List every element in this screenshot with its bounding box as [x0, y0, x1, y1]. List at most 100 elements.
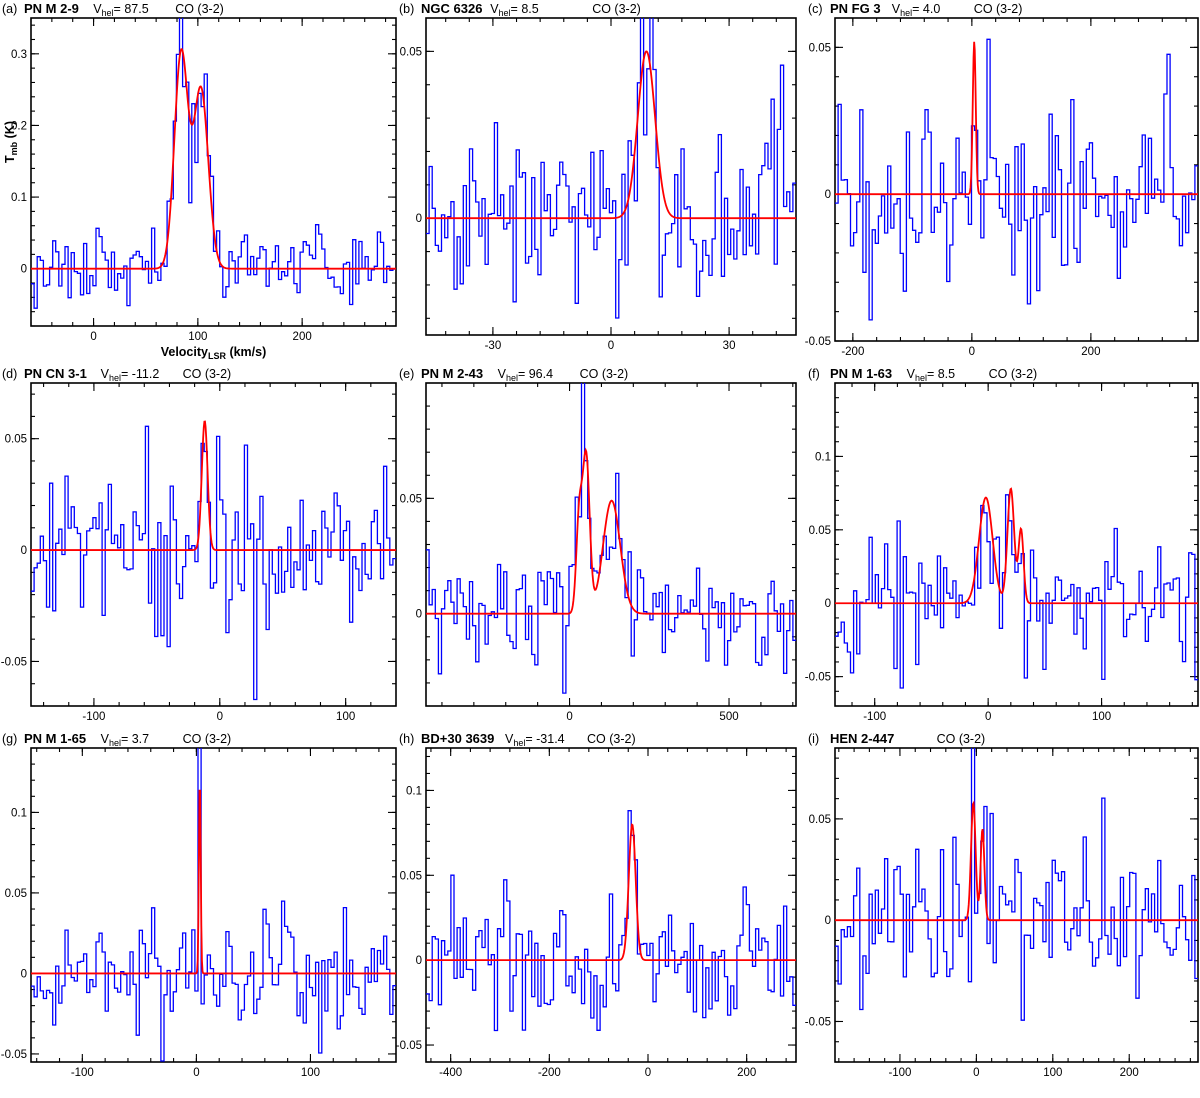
source-name: NGC 6326: [421, 1, 482, 16]
y-tick-label: 0.05: [809, 525, 831, 537]
x-tick-label: 200: [1081, 346, 1100, 358]
x-tick-label: -100: [82, 711, 105, 723]
fit-series: [426, 50, 796, 220]
x-tick-label: 0: [608, 340, 614, 352]
y-tick-label: 0.05: [809, 42, 831, 54]
fit-series: [31, 420, 396, 551]
source-name: PN M 2-9: [24, 1, 79, 16]
vhel-value: Vhel= 3.7: [101, 732, 150, 748]
transition-label: CO (3-2): [592, 2, 641, 16]
vhel-value: Vhel= -11.2: [101, 367, 160, 383]
plot-frame: [834, 747, 1199, 1063]
plot-frame: [834, 382, 1199, 707]
panel-b: (b) NGC 6326 Vhel= 8.5 CO (3-2) -30 0 30 0 0.05: [399, 1, 797, 352]
x-tick-label: 0: [985, 711, 991, 723]
y-tick-label: 0: [416, 213, 422, 225]
spectrum-series: [835, 748, 1198, 1021]
spectrum-series: [835, 494, 1198, 689]
y-tick-label: 0.2: [11, 120, 27, 132]
plot-frame: [425, 747, 797, 1063]
panel-label: (b): [399, 2, 414, 16]
panel-label: (c): [808, 2, 823, 16]
spectrum-series: [31, 18, 396, 309]
panel-label: (g): [2, 732, 17, 746]
y-tick-label: 0: [21, 264, 27, 276]
fit-series: [835, 41, 1198, 196]
source-name: PN M 1-65: [24, 731, 86, 746]
y-axis-label: Tmb (K): [3, 121, 19, 163]
plot-frame: [834, 17, 1199, 342]
vhel-value: Vhel= 4.0: [892, 2, 941, 18]
vhel-value: Vhel= 96.4: [498, 367, 554, 383]
x-tick-label: 30: [723, 340, 736, 352]
panel-label: (a): [2, 2, 17, 16]
fit-series: [835, 487, 1198, 605]
panel-h: (h) BD+30 3639 Vhel= -31.4 CO (3-2) -400 -200…: [396, 731, 797, 1079]
x-tick-label: 100: [301, 1067, 320, 1079]
transition-label: CO (3-2): [989, 367, 1038, 381]
plot-frame: [30, 747, 397, 1063]
spectrum-series: [426, 18, 796, 319]
y-tick-label: 0.1: [815, 451, 831, 463]
x-tick-label: -200: [841, 346, 864, 358]
y-tick-label: 0.05: [400, 870, 422, 882]
transition-label: CO (3-2): [175, 2, 224, 16]
x-tick-label: 100: [1092, 711, 1111, 723]
panel-label: (i): [808, 732, 819, 746]
y-tick-label: 0: [416, 609, 422, 621]
x-tick-label: -100: [863, 711, 886, 723]
spectrum-series: [426, 810, 796, 1032]
y-tick-label: -0.05: [1, 656, 27, 668]
source-name: PN CN 3-1: [24, 366, 87, 381]
transition-label: CO (3-2): [937, 732, 986, 746]
x-tick-label: 100: [188, 331, 207, 343]
y-tick-label: -0.05: [805, 1016, 831, 1028]
fit-series: [31, 48, 396, 270]
vhel-value: Vhel= 87.5: [93, 2, 149, 18]
x-tick-label: 500: [719, 711, 738, 723]
fit-series: [31, 789, 396, 975]
x-tick-label: 100: [1043, 1067, 1062, 1079]
transition-label: CO (3-2): [587, 732, 636, 746]
fit-series: [835, 800, 1198, 922]
plot-frame: [425, 382, 797, 707]
fit-series: [426, 823, 796, 962]
panel-c: (c) PN FG 3 Vhel= 4.0 CO (3-2) -200 0 200 -0.05…: [805, 1, 1199, 358]
x-tick-label: -100: [71, 1067, 94, 1079]
y-tick-label: 0: [21, 968, 27, 980]
y-tick-label: 0: [21, 545, 27, 557]
transition-label: CO (3-2): [580, 367, 629, 381]
y-tick-label: 0.1: [11, 807, 27, 819]
y-tick-label: 0.1: [406, 785, 422, 797]
spectrum-series: [31, 748, 396, 1062]
panel-i: (i) HEN 2-447 CO (3-2) -100 0 100 200 -0.05 0 0.0…: [805, 731, 1199, 1079]
panel-g: (g) PN M 1-65 Vhel= 3.7 CO (3-2) -100 0 100 -0.…: [1, 731, 397, 1079]
vhel-value: Vhel= -31.4: [505, 732, 565, 748]
panel-label: (h): [399, 732, 414, 746]
y-tick-label: -0.05: [1, 1049, 27, 1061]
y-tick-label: 0.05: [5, 434, 27, 446]
x-tick-label: 0: [645, 1067, 651, 1079]
source-name: PN M 2-43: [421, 366, 483, 381]
panel-a: (a) PN M 2-9 Vhel= 87.5 CO (3-2) 0 100 200 0 0.1…: [2, 1, 397, 361]
spectrum-series: [426, 383, 796, 694]
source-name: PN FG 3: [830, 1, 881, 16]
y-tick-label: 0.3: [11, 49, 27, 61]
panel-label: (d): [2, 367, 17, 381]
x-tick-label: -100: [888, 1067, 911, 1079]
x-tick-label: 200: [293, 331, 312, 343]
transition-label: CO (3-2): [974, 2, 1023, 16]
vhel-value: Vhel= 8.5: [490, 2, 539, 18]
y-tick-label: 0.05: [5, 888, 27, 900]
panel-f: (f) PN M 1-63 Vhel= 8.5 CO (3-2) -100 0 100 -0.…: [805, 366, 1199, 723]
panel-label: (e): [399, 367, 414, 381]
source-name: BD+30 3639: [421, 731, 494, 746]
spectrum-series: [835, 38, 1198, 321]
source-name: PN M 1-63: [830, 366, 892, 381]
x-tick-label: 200: [1120, 1067, 1139, 1079]
plot-frame: [30, 17, 397, 327]
spectrum-series: [31, 425, 396, 701]
y-tick-label: -0.05: [805, 672, 831, 684]
